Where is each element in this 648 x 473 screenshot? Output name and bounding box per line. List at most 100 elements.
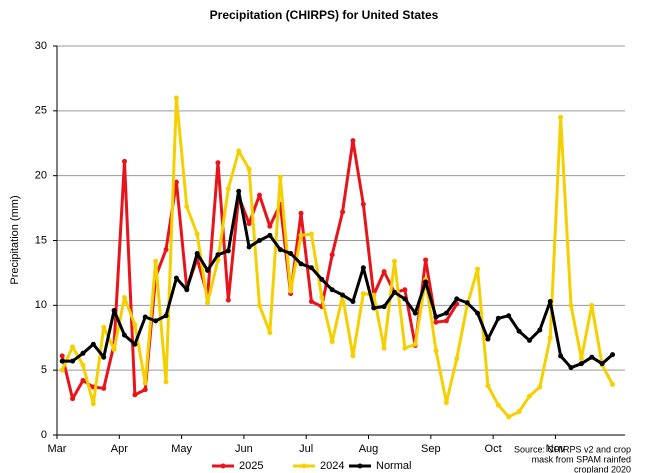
data-point: [599, 361, 605, 367]
data-point: [90, 341, 96, 347]
data-point: [412, 341, 418, 347]
data-point: [402, 296, 408, 302]
data-point: [329, 339, 335, 345]
data-point: [329, 252, 335, 258]
data-point: [423, 257, 429, 263]
data-point: [381, 345, 387, 351]
chart-title: Precipitation (CHIRPS) for United States: [210, 8, 439, 22]
x-tick-label: May: [171, 443, 192, 455]
data-point: [516, 328, 522, 334]
data-point: [391, 289, 397, 295]
y-tick-label: 30: [35, 40, 47, 52]
data-point: [506, 414, 512, 420]
data-point: [568, 365, 574, 371]
legend-label: 2024: [320, 460, 344, 472]
data-point: [246, 166, 252, 172]
data-point: [267, 223, 273, 229]
data-point: [205, 267, 211, 273]
data-point: [423, 279, 429, 285]
data-point: [340, 292, 346, 298]
data-point: [360, 201, 366, 207]
data-point: [350, 298, 356, 304]
data-point: [454, 296, 460, 302]
data-point: [256, 302, 262, 308]
x-tick-label: Mar: [48, 443, 67, 455]
data-point: [173, 275, 179, 281]
y-tick-label: 15: [35, 234, 47, 246]
data-point: [308, 298, 314, 304]
data-point: [205, 300, 211, 306]
data-point: [308, 265, 314, 271]
y-tick-label: 20: [35, 170, 47, 182]
x-tick-label: Jun: [235, 443, 253, 455]
data-point: [111, 308, 117, 314]
data-point: [537, 327, 543, 333]
data-point: [433, 348, 439, 354]
legend-label: Normal: [376, 460, 411, 472]
series-line: [60, 96, 614, 419]
data-point: [475, 310, 481, 316]
y-tick-label: 10: [35, 299, 47, 311]
data-point: [163, 379, 169, 385]
data-point: [537, 384, 543, 390]
data-point: [215, 160, 221, 166]
data-point: [485, 383, 491, 389]
data-point: [111, 346, 117, 352]
data-point: [173, 179, 179, 185]
source-note: Source: CHIRPS v2 and crop: [514, 444, 631, 454]
data-point: [610, 352, 616, 358]
data-point: [568, 302, 574, 308]
y-tick-label: 25: [35, 105, 47, 117]
data-point: [70, 396, 76, 402]
data-point: [70, 344, 76, 350]
data-point: [163, 247, 169, 253]
data-point: [350, 353, 356, 359]
data-point: [153, 258, 159, 264]
data-point: [153, 318, 159, 324]
x-tick-label: Oct: [485, 443, 502, 455]
data-point: [412, 310, 418, 316]
data-point: [454, 355, 460, 361]
data-point: [121, 332, 127, 338]
data-point: [256, 192, 262, 198]
data-point: [121, 295, 127, 301]
legend-item: 2024: [293, 460, 344, 472]
data-point: [402, 345, 408, 351]
data-point: [288, 250, 294, 256]
data-point: [225, 248, 231, 254]
data-point: [558, 353, 564, 359]
legend-item: Normal: [349, 460, 411, 472]
data-point: [495, 315, 501, 321]
data-point: [578, 361, 584, 367]
data-point: [371, 305, 377, 311]
data-point: [443, 310, 449, 316]
x-tick-label: Sep: [421, 443, 441, 455]
data-point: [101, 385, 107, 391]
data-point: [319, 276, 325, 282]
data-point: [142, 314, 148, 320]
data-point: [101, 324, 107, 330]
data-point: [485, 336, 491, 342]
data-point: [184, 204, 190, 210]
data-point: [360, 265, 366, 271]
data-point: [526, 337, 532, 343]
data-point: [558, 114, 564, 120]
data-point: [277, 247, 283, 253]
data-point: [526, 393, 532, 399]
data-point: [589, 354, 595, 360]
data-point: [142, 380, 148, 386]
data-point: [256, 238, 262, 243]
data-point: [298, 232, 304, 238]
data-point: [475, 266, 481, 272]
data-point: [90, 401, 96, 407]
data-point: [80, 350, 86, 356]
data-point: [433, 319, 439, 325]
data-point: [101, 354, 107, 360]
data-point: [329, 287, 335, 293]
data-point: [236, 148, 242, 154]
data-point: [298, 261, 304, 267]
data-point: [121, 158, 127, 164]
data-point: [360, 291, 366, 297]
x-tick-label: Aug: [359, 443, 379, 455]
